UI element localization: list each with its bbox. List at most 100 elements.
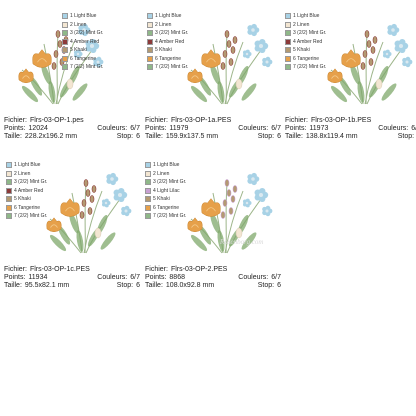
file-info: Fichier: Flrs-03-OP-2.PES Points: 8868 Coule… xyxy=(145,266,281,290)
file-label: Fichier: xyxy=(145,117,168,124)
catkin xyxy=(87,207,93,215)
info-left: Taille: 159.9x137.5 mm xyxy=(145,133,218,141)
legend-item: 2 Linen xyxy=(62,21,122,30)
legend-item: 3 (2/2) Mint Gr. xyxy=(285,29,345,38)
color-swatch xyxy=(62,38,68,45)
blue-petal xyxy=(110,172,116,179)
points-label: Points: xyxy=(145,274,167,281)
legend-label: 2 Linen xyxy=(293,21,310,28)
color-swatch xyxy=(6,204,12,211)
bouquet xyxy=(187,23,273,105)
stop-label: Stop: xyxy=(257,282,275,289)
leaf xyxy=(41,63,51,85)
blue-petal xyxy=(104,198,109,203)
legend-label: 7 (2/2) Mint Gr. xyxy=(155,64,189,71)
legend-item: 6 Tangerine xyxy=(285,55,345,64)
bouquet xyxy=(18,23,104,105)
blue-petal xyxy=(96,56,102,62)
orange-flower xyxy=(341,49,361,68)
leaf xyxy=(76,230,84,252)
info-left: Points: 11973 xyxy=(285,125,328,133)
leaf xyxy=(210,212,220,234)
stem xyxy=(84,182,87,254)
color-swatch xyxy=(147,13,153,20)
design-preview xyxy=(46,172,132,254)
leaf xyxy=(241,232,257,250)
stop-label: Stop: xyxy=(116,133,134,140)
flower-center xyxy=(259,44,263,48)
catkin xyxy=(220,62,226,70)
flower-center xyxy=(118,193,122,197)
design-card[interactable]: 1 Light Blue 2 Linen 3 (2/2) Mint Gr. 4 Amb… xyxy=(285,4,416,154)
info-row: Points: 8868 Couleurs: 6/7 xyxy=(145,274,281,282)
flower-center xyxy=(405,60,409,64)
info-right: Stop:6 xyxy=(117,133,140,141)
colors-value: 6/7 xyxy=(130,274,140,281)
design-card[interactable]: 1 Light Blue 2 Linen 3 (2/2) Mint Gr. 4 Amb… xyxy=(4,153,142,303)
legend-item: 1 Light Blue xyxy=(62,12,122,21)
color-swatch xyxy=(145,213,151,220)
legend-label: 7 (2/2) Mint Gr. xyxy=(293,64,327,71)
design-preview xyxy=(187,172,273,254)
catkin xyxy=(220,211,226,219)
info-left: Taille: 228.2x196.2 mm xyxy=(4,133,77,141)
catkin xyxy=(364,30,370,38)
size-label: Taille: xyxy=(285,133,303,140)
petal-highlight xyxy=(206,58,216,63)
blue-petal xyxy=(245,49,250,54)
size-value: 95.5x82.1 mm xyxy=(24,282,70,289)
info-right: Stop:6 xyxy=(117,282,140,290)
blue-flower xyxy=(254,187,269,203)
color-swatch xyxy=(285,47,291,54)
stop-value: 6 xyxy=(136,133,140,140)
catkin xyxy=(79,211,85,219)
info-left: Fichier: Flrs-03-OP-1.pes xyxy=(4,117,84,125)
leaf xyxy=(29,76,43,96)
size-value: 228.2x196.2 mm xyxy=(24,133,78,140)
info-left: Points: 11934 xyxy=(4,274,47,282)
leaf xyxy=(210,63,220,85)
orange-flower xyxy=(60,198,80,217)
legend-label: 4 Amber Red xyxy=(293,38,323,45)
size-label: Taille: xyxy=(4,282,22,289)
legend-label: 3 (2/2) Mint Gr. xyxy=(14,179,48,186)
info-right: Couleurs:6/7 xyxy=(97,274,140,282)
legend-item: 6 Tangerine xyxy=(62,55,122,64)
catkin xyxy=(360,62,366,70)
design-card[interactable]: 1 Light Blue 2 Linen 3 (2/2) Mint Gr. 4 Amb… xyxy=(4,4,142,154)
info-row: Points: 11979 Couleurs: 6/7 xyxy=(145,125,281,133)
color-legend: 1 Light Blue 2 Linen 3 (2/2) Mint Gr. 4 Amb… xyxy=(6,161,66,221)
petal-highlight xyxy=(65,207,75,212)
legend-label: 4 Light Lilac xyxy=(153,187,180,194)
blue-petal xyxy=(391,23,397,30)
legend-label: 5 Khaki xyxy=(70,47,87,54)
points-value: 12024 xyxy=(28,125,48,132)
flower-center xyxy=(399,44,403,48)
petal-highlight xyxy=(50,224,58,228)
blue-petal xyxy=(405,56,411,62)
legend-item: 7 (2/2) Mint Gr. xyxy=(145,212,205,221)
blue-petal xyxy=(259,187,266,195)
catkin xyxy=(51,62,57,70)
info-row: Points: 12024 Couleurs: 6/7 xyxy=(4,125,140,133)
blue-petal xyxy=(265,205,271,211)
legend-label: 2 Linen xyxy=(14,170,31,177)
legend-item: 4 Amber Red xyxy=(6,187,66,196)
catkin xyxy=(232,185,238,193)
legend-item: 1 Light Blue xyxy=(285,12,345,21)
catkin xyxy=(224,30,230,38)
file-info: Fichier: Flrs-03-OP-1b.PES Points: 11973 Cou… xyxy=(285,117,416,141)
design-card[interactable]: 1 Light Blue 2 Linen 3 (2/2) Mint Gr. 4 Amb… xyxy=(145,4,283,154)
legend-label: 5 Khaki xyxy=(293,47,310,54)
legend-item: 1 Light Blue xyxy=(145,161,205,170)
blue-flower xyxy=(382,49,392,59)
points-label: Points: xyxy=(145,125,167,132)
color-swatch xyxy=(145,187,151,194)
design-card[interactable]: 1 Light Blue 2 Linen 3 (2/2) Mint Gr. 4 Lig… xyxy=(145,153,283,303)
legend-label: 6 Tangerine xyxy=(153,204,180,211)
file-name: Flrs-03-OP-2.PES xyxy=(170,266,228,273)
blue-flower xyxy=(394,38,409,54)
catkin xyxy=(366,40,372,48)
info-row: Taille:138.8x119.4 mm Stop:6 xyxy=(285,133,416,141)
petal-highlight xyxy=(191,75,199,79)
